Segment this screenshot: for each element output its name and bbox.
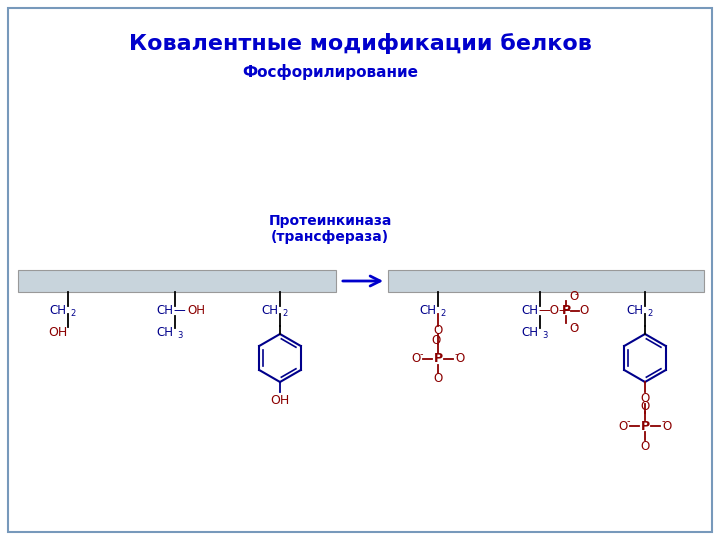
Text: -: - [455, 349, 459, 359]
Text: O: O [580, 305, 589, 318]
Text: O: O [431, 334, 441, 347]
Text: O: O [433, 373, 443, 386]
Text: —O—: —O— [538, 305, 571, 318]
Text: 2: 2 [70, 308, 76, 318]
Text: CH: CH [49, 303, 66, 316]
Text: Фосфорилирование: Фосфорилирование [242, 64, 418, 80]
Text: -: - [662, 416, 665, 426]
Text: CH: CH [156, 327, 173, 340]
FancyBboxPatch shape [8, 8, 712, 532]
Text: CH: CH [521, 327, 538, 340]
Text: CH: CH [626, 303, 643, 316]
Text: -: - [575, 289, 578, 299]
Text: O: O [618, 420, 628, 433]
Text: P: P [433, 353, 443, 366]
Text: 2: 2 [440, 308, 445, 318]
Text: O: O [569, 321, 578, 334]
Text: CH: CH [521, 305, 538, 318]
Text: Протеинкиназа
(трансфераза): Протеинкиназа (трансфераза) [269, 214, 392, 244]
Text: 2: 2 [282, 308, 287, 318]
Text: —: — [173, 305, 185, 318]
Text: O: O [569, 291, 578, 303]
Text: O: O [640, 393, 649, 406]
Text: CH: CH [261, 303, 278, 316]
Text: O: O [640, 401, 649, 414]
Text: OH: OH [48, 327, 68, 340]
Text: O: O [455, 353, 464, 366]
Text: -: - [627, 416, 631, 426]
Bar [18, 270, 336, 292]
Text: 3: 3 [177, 332, 182, 341]
Text: OH: OH [271, 394, 289, 407]
Text: CH: CH [419, 303, 436, 316]
Text: O: O [433, 323, 443, 336]
Text: 3: 3 [542, 332, 547, 341]
Text: -: - [420, 349, 423, 359]
Text: 2: 2 [647, 308, 652, 318]
Text: O: O [640, 440, 649, 453]
Text: OH: OH [187, 305, 205, 318]
Text: O: O [411, 353, 420, 366]
Text: P: P [562, 305, 570, 318]
Text: O: O [662, 420, 672, 433]
Text: Ковалентные модификации белков: Ковалентные модификации белков [129, 32, 591, 53]
Text: CH: CH [156, 305, 173, 318]
Text: P: P [640, 420, 649, 433]
Bar [388, 270, 704, 292]
Text: -: - [575, 320, 578, 330]
